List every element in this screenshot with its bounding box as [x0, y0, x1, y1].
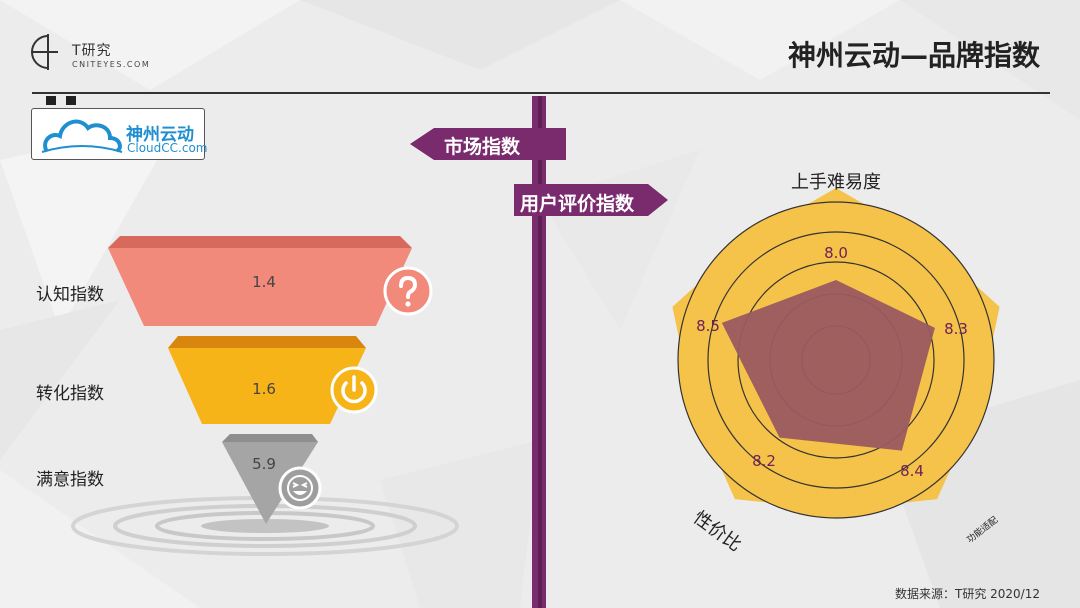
logo-subtext: CNITEYES.COM	[72, 60, 151, 69]
funnel-stage-conversion	[168, 348, 366, 424]
funnel-value-satisfaction: 5.9	[252, 455, 276, 473]
funnel-label-cognition: 认知指数	[36, 285, 104, 305]
t-logo-icon	[31, 34, 58, 70]
radar-axis-label-1: 使用体验	[1018, 295, 1020, 333]
header-divider	[32, 92, 1050, 94]
decor-square	[66, 96, 76, 105]
radar-value-2: 8.4	[900, 462, 924, 480]
laughing-face-icon	[278, 466, 322, 510]
radar-ring-1	[737, 261, 935, 459]
radar-axis-label-3: 性价比	[689, 507, 745, 556]
funnel-label-satisfaction: 满意指数	[36, 470, 104, 490]
logo-text: T研究	[72, 43, 112, 59]
signpost	[410, 96, 668, 608]
decor-square	[46, 96, 56, 105]
power-icon	[330, 366, 378, 414]
radar-axis-label-0: 上手难易度	[791, 172, 881, 193]
radar-value-1: 8.3	[944, 320, 968, 338]
radar-ring-0	[707, 231, 965, 489]
radar-value-4: 8.5	[696, 317, 720, 335]
radar-axis-label-2: 功能适配	[964, 514, 1000, 546]
radar-value-0: 8.0	[824, 244, 848, 262]
cloud-icon	[41, 119, 123, 153]
brand-name: 神州云动	[126, 125, 194, 145]
sign-market-index: 市场指数	[444, 136, 521, 158]
radar-value-3: 8.2	[752, 452, 776, 470]
brand-domain: CloudCC.com	[127, 141, 208, 155]
funnel-value-cognition: 1.4	[252, 273, 276, 291]
sign-user-index: 用户评价指数	[520, 193, 635, 215]
funnel-stage-top-rim	[108, 236, 412, 248]
funnel-stage-mid-rim	[168, 336, 366, 348]
funnel-stage-bottom-rim	[222, 434, 318, 442]
funnel-value-conversion: 1.6	[252, 380, 276, 398]
radar-data-polygon	[721, 280, 935, 451]
question-icon	[383, 266, 433, 316]
data-source: 数据来源：T研究 2020/12	[895, 587, 1040, 601]
page-title: 神州云动—品牌指数	[787, 39, 1040, 72]
funnel-stage-cognition	[108, 248, 412, 326]
funnel-chart	[71, 236, 459, 556]
funnel-stage-satisfaction	[222, 442, 318, 524]
radar-chart: 8.08.38.48.28.5上手难易度使用体验功能适配性价比服务能力	[672, 172, 1020, 556]
funnel-label-conversion: 转化指数	[36, 384, 104, 404]
